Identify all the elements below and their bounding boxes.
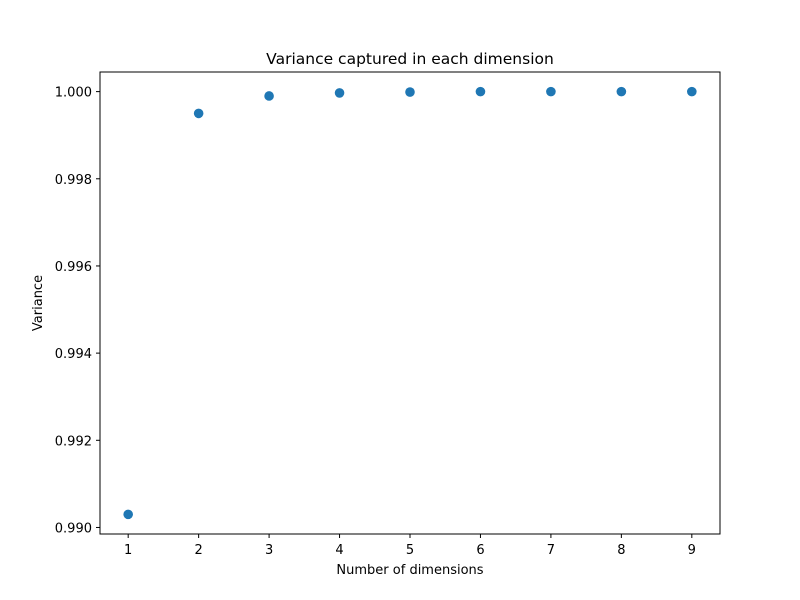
y-tick-label: 0.996 [55,260,92,275]
x-tick-label: 8 [617,543,625,558]
plot-area-frame [99,71,721,535]
y-tick-label: 0.998 [55,173,92,188]
data-point [687,86,697,97]
x-tick-label: 4 [335,543,343,558]
data-point [616,86,627,97]
data-point [475,86,486,97]
x-tick-label: 7 [547,543,555,558]
x-tick-label: 3 [265,543,273,558]
y-tick-label: 0.990 [55,521,92,536]
data-point [546,86,556,97]
data-point [123,509,133,520]
data-point [405,87,415,97]
x-tick-label: 1 [124,543,132,558]
x-tick-label: 5 [406,543,414,558]
y-tick-label: 0.992 [55,434,92,449]
y-axis-label: Variance [31,275,46,331]
x-tick-label: 6 [476,543,484,558]
data-point [264,91,274,101]
x-axis-label: Number of dimensions [336,563,483,578]
y-tick-label: 1.000 [55,86,92,101]
chart-title: Variance captured in each dimension [266,50,554,68]
data-points [123,86,697,520]
y-tick-label: 0.994 [55,347,92,362]
y-axis-ticks: 0.990 0.992 0.994 0.996 0.998 1.000 [55,86,100,536]
x-axis-ticks: 1 2 3 4 5 6 7 8 9 [124,534,696,558]
x-tick-label: 2 [194,543,202,558]
data-point [193,108,204,119]
x-tick-label: 9 [688,543,696,558]
data-point [334,88,345,98]
